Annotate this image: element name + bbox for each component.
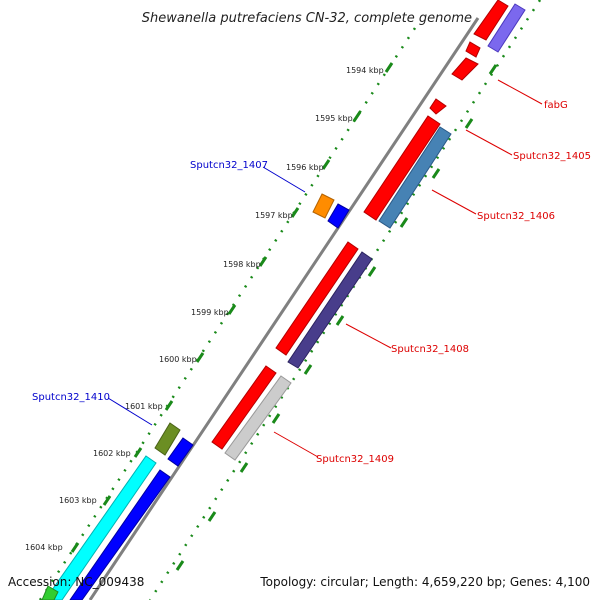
label-connectors-left xyxy=(107,166,306,426)
gene-feature-top[interactable] xyxy=(473,0,509,41)
inner-tick-track xyxy=(148,0,542,600)
gene-label-sputcn32-1410[interactable]: Sputcn32_1410 xyxy=(32,392,110,403)
tick-label: 1596 kbp xyxy=(286,163,324,172)
gene-feature-sputcn32-1406[interactable] xyxy=(378,126,452,229)
gene-feature-sputcn32-1405[interactable] xyxy=(363,115,441,221)
gene-feature-blue-long[interactable] xyxy=(69,469,171,600)
tick-label: 1595 kbp xyxy=(315,114,353,123)
map-title: Shewanella putrefaciens CN-32, complete … xyxy=(142,11,472,26)
gene-feature-sputcn32-1408[interactable] xyxy=(287,251,373,369)
gene-feature-fabg[interactable] xyxy=(451,57,479,81)
tick-label: 1594 kbp xyxy=(346,66,384,75)
tick-label: 1597 kbp xyxy=(255,211,293,220)
tick-label: 1599 kbp xyxy=(191,308,229,317)
gene-feature-orange[interactable] xyxy=(312,193,335,219)
gene-feature-small-arrow[interactable] xyxy=(429,98,447,115)
tick-label: 1603 kbp xyxy=(59,496,97,505)
gene-feature-sputcn32-1409[interactable] xyxy=(224,375,292,461)
gene-label-fabg[interactable]: fabG xyxy=(544,100,568,111)
gene-feature-forward-mid[interactable] xyxy=(275,241,359,356)
gene-feature-cyan[interactable] xyxy=(44,455,157,600)
gene-label-sputcn32-1406[interactable]: Sputcn32_1406 xyxy=(477,211,555,222)
gene-feature-blue-small[interactable] xyxy=(167,437,194,467)
major-ticks xyxy=(70,62,394,553)
topology-text: Topology: circular; Length: 4,659,220 bp… xyxy=(259,575,590,589)
label-connectors xyxy=(273,79,543,458)
gene-feature-sputcn32-1410[interactable] xyxy=(154,422,181,456)
genome-backbone xyxy=(88,17,480,600)
tick-label: 1598 kbp xyxy=(223,260,261,269)
gene-feature-fabg-upper[interactable] xyxy=(465,41,481,58)
gene-feature-forward-lower[interactable] xyxy=(211,365,277,450)
tick-label: 1600 kbp xyxy=(159,355,197,364)
outer-tick-track xyxy=(38,27,417,600)
gene-label-sputcn32-1409[interactable]: Sputcn32_1409 xyxy=(316,454,394,465)
inner-major-ticks xyxy=(175,64,498,571)
gene-feature-green[interactable] xyxy=(41,585,59,600)
gene-label-sputcn32-1407[interactable]: Sputcn32_1407 xyxy=(190,160,268,171)
gene-label-sputcn32-1405[interactable]: Sputcn32_1405 xyxy=(513,151,591,162)
accession-text: Accession: NC_009438 xyxy=(8,575,144,589)
tick-label: 1601 kbp xyxy=(125,402,163,411)
gene-feature-sputcn32-1407[interactable] xyxy=(327,203,350,229)
tick-label: 1602 kbp xyxy=(93,449,131,458)
gene-label-sputcn32-1408[interactable]: Sputcn32_1408 xyxy=(391,344,469,355)
gene-feature-lavender[interactable] xyxy=(487,3,526,53)
tick-label: 1604 kbp xyxy=(25,543,63,552)
